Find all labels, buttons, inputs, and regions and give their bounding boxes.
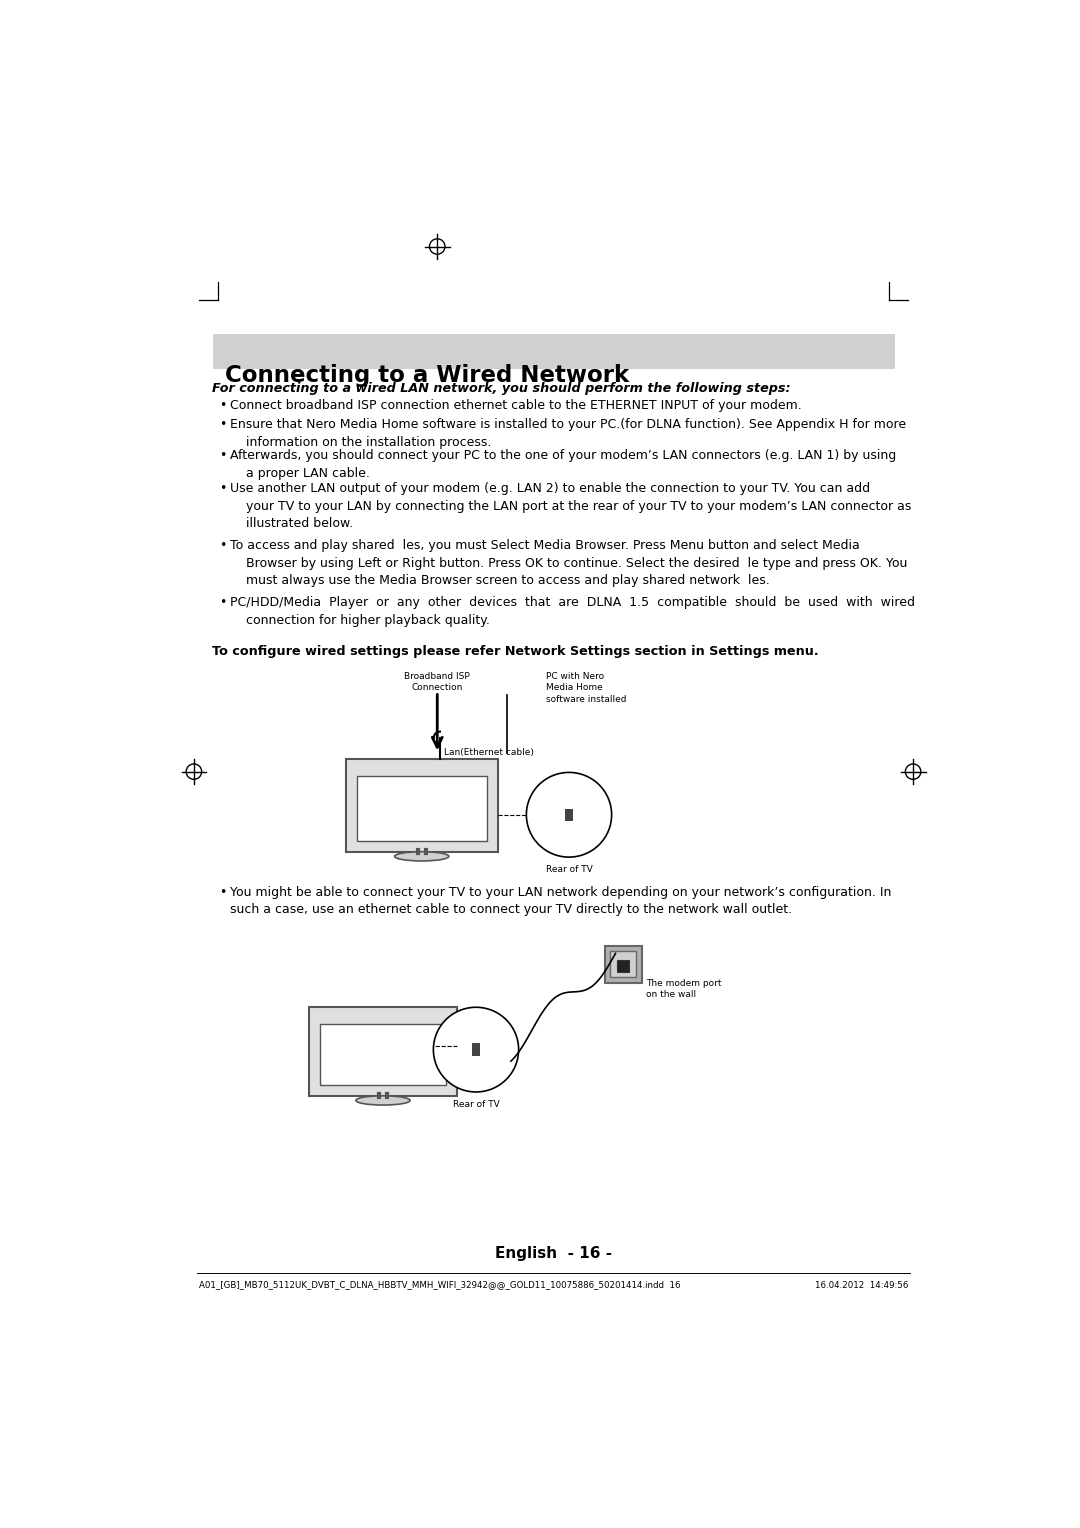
Ellipse shape: [356, 1096, 410, 1105]
Bar: [346, 759, 498, 851]
Text: Rear of TV: Rear of TV: [545, 865, 592, 874]
Bar: [213, 333, 894, 368]
Text: 16.04.2012  14:49:56: 16.04.2012 14:49:56: [815, 1280, 908, 1290]
Text: PC with Nero
Media Home
software installed: PC with Nero Media Home software install…: [545, 672, 626, 703]
Bar: [565, 808, 572, 821]
Bar: [309, 1007, 457, 1096]
Text: Broadband ISP
Connection: Broadband ISP Connection: [404, 672, 470, 692]
Circle shape: [433, 1007, 518, 1093]
Text: Lan(Ethernet cable): Lan(Ethernet cable): [444, 749, 534, 756]
Text: You might be able to connect your TV to your LAN network depending on your netwo: You might be able to connect your TV to …: [230, 886, 891, 898]
Bar: [472, 1044, 480, 1056]
Ellipse shape: [394, 851, 449, 860]
Text: •: •: [218, 886, 226, 898]
Bar: [321, 1024, 446, 1085]
Bar: [610, 950, 636, 978]
Bar: [356, 776, 487, 840]
Text: A01_[GB]_MB70_5112UK_DVBT_C_DLNA_HBBTV_MMH_WIFI_32942@@_GOLD11_10075886_50201414: A01_[GB]_MB70_5112UK_DVBT_C_DLNA_HBBTV_M…: [199, 1280, 680, 1290]
Text: PC/HDD/Media  Player  or  any  other  devices  that  are  DLNA  1.5  compatible : PC/HDD/Media Player or any other devices…: [230, 596, 915, 626]
Circle shape: [526, 773, 611, 857]
Text: such a case, use an ethernet cable to connect your TV directly to the network wa: such a case, use an ethernet cable to co…: [230, 903, 792, 915]
Bar: [617, 960, 630, 972]
Text: •: •: [218, 483, 226, 495]
Text: Use another LAN output of your modem (e.g. LAN 2) to enable the connection to yo: Use another LAN output of your modem (e.…: [230, 483, 910, 530]
Text: •: •: [218, 539, 226, 552]
Text: To conﬁgure wired settings please refer Network Settings section in Settings men: To conﬁgure wired settings please refer …: [213, 645, 819, 659]
Text: For connecting to a wired LAN network, you should perform the following steps:: For connecting to a wired LAN network, y…: [213, 382, 792, 396]
Text: English  - 16 -: English - 16 -: [495, 1245, 612, 1261]
Text: •: •: [218, 419, 226, 431]
Text: •: •: [218, 449, 226, 461]
Text: Rear of TV: Rear of TV: [453, 1100, 499, 1109]
Text: •: •: [218, 399, 226, 413]
Text: The modem port
on the wall: The modem port on the wall: [646, 979, 721, 999]
Text: •: •: [218, 596, 226, 610]
Text: To access and play shared  les, you must Select Media Browser. Press Menu button: To access and play shared les, you must …: [230, 539, 907, 587]
Text: Ensure that Nero Media Home software is installed to your PC.(for DLNA function): Ensure that Nero Media Home software is …: [230, 419, 906, 449]
Bar: [605, 946, 642, 983]
Text: Connect broadband ISP connection ethernet cable to the ETHERNET INPUT of your mo: Connect broadband ISP connection etherne…: [230, 399, 801, 413]
Text: Connecting to a Wired Network: Connecting to a Wired Network: [225, 364, 629, 387]
Text: Afterwards, you should connect your PC to the one of your modem’s LAN connectors: Afterwards, you should connect your PC t…: [230, 449, 895, 480]
